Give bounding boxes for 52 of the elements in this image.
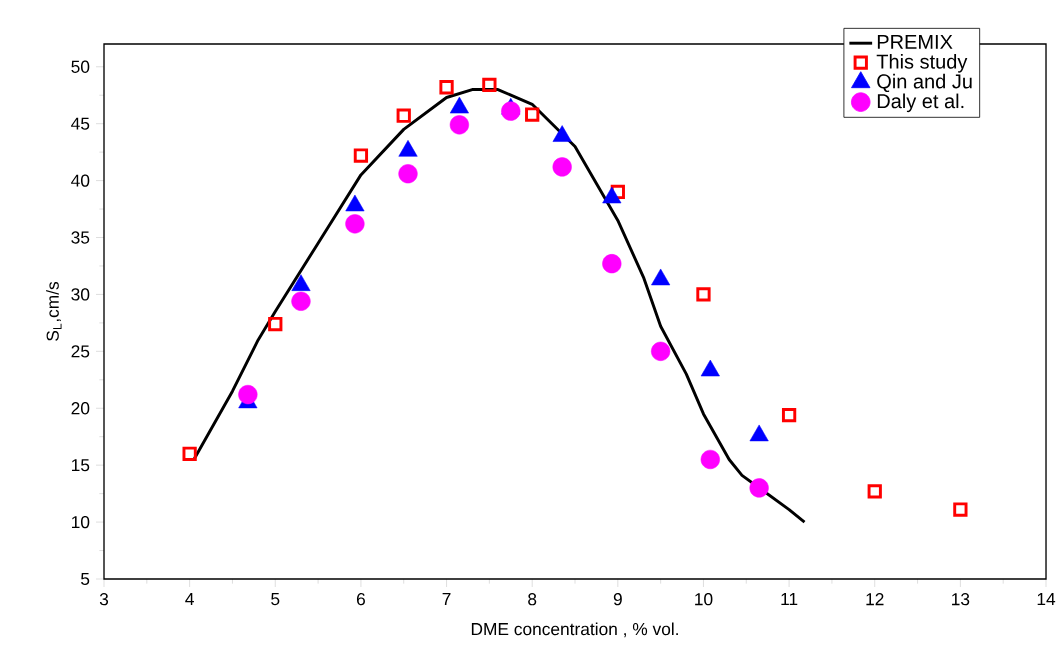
x-tick-label: 4 bbox=[185, 593, 194, 605]
x-tick-label: 3 bbox=[99, 593, 109, 606]
x-tick-label: 6 bbox=[356, 593, 365, 606]
point bbox=[353, 148, 369, 163]
point bbox=[238, 384, 258, 405]
x-axis-title: DME concentration , % vol. bbox=[471, 622, 678, 638]
point bbox=[696, 287, 711, 302]
point bbox=[781, 407, 797, 423]
x-tick-label: 12 bbox=[866, 593, 884, 606]
y-tick-label: 45 bbox=[71, 117, 90, 130]
x-tick-label: 5 bbox=[271, 593, 280, 606]
point bbox=[182, 446, 197, 461]
line-series bbox=[192, 88, 806, 524]
point bbox=[396, 108, 411, 123]
x-tick-label: 9 bbox=[613, 593, 622, 606]
point bbox=[953, 502, 968, 517]
legend-label: PREMIX bbox=[877, 35, 953, 49]
point bbox=[749, 478, 769, 498]
point bbox=[482, 77, 497, 93]
point bbox=[291, 291, 311, 311]
y-tick-label: 50 bbox=[71, 60, 90, 73]
point bbox=[345, 214, 365, 234]
y-tick-label: 20 bbox=[71, 402, 90, 415]
point bbox=[602, 254, 622, 274]
y-tick-label: 5 bbox=[81, 572, 90, 586]
point bbox=[449, 115, 469, 135]
point bbox=[398, 164, 418, 184]
x-tick-label: 13 bbox=[952, 593, 970, 606]
x-tick-label: 7 bbox=[442, 593, 451, 605]
point bbox=[700, 449, 720, 470]
point bbox=[525, 107, 540, 122]
y-tick-label: 40 bbox=[71, 174, 90, 187]
point bbox=[651, 341, 671, 361]
x-tick-label: 11 bbox=[781, 593, 798, 605]
point bbox=[439, 80, 454, 95]
y-tick-label: 35 bbox=[71, 231, 90, 244]
y-tick-label: 25 bbox=[71, 345, 90, 358]
legend-label: Qin and Ju bbox=[877, 73, 972, 93]
point bbox=[268, 316, 283, 332]
point bbox=[610, 184, 625, 200]
point bbox=[552, 157, 572, 177]
point bbox=[501, 101, 521, 121]
legend-label: Daly et al. bbox=[877, 93, 964, 113]
y-tick-label: 15 bbox=[72, 459, 90, 472]
x-tick-label: 8 bbox=[528, 593, 537, 606]
point bbox=[867, 484, 882, 499]
legend-label: This study bbox=[876, 54, 968, 73]
y-tick-label: 30 bbox=[71, 288, 90, 301]
y-axis-title: S$_{L}$,cm/s bbox=[46, 281, 62, 341]
x-tick-label: 14 bbox=[1037, 593, 1056, 605]
y-tick-label: 10 bbox=[72, 515, 90, 529]
x-tick-label: 10 bbox=[695, 593, 713, 606]
